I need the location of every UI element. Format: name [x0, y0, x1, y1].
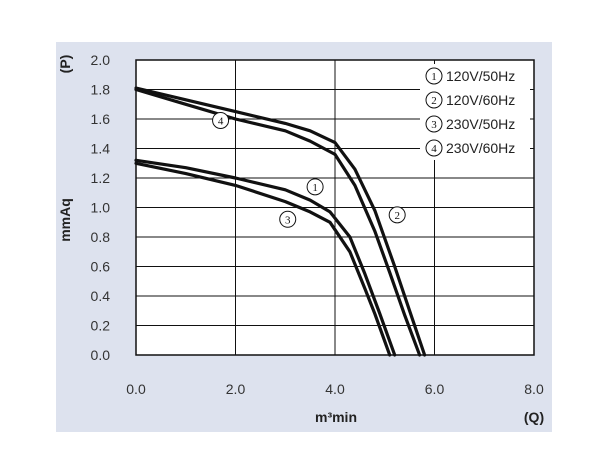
- legend-marker-number-3: 3: [431, 119, 437, 131]
- x-tick-labels: 0.0 2.0 4.0 6.0 8.0: [126, 381, 544, 397]
- y-tick-label: 0.4: [91, 288, 111, 304]
- legend-label-1: 120V/50Hz: [446, 68, 515, 84]
- legend-item-4: 4 230V/60Hz: [425, 139, 515, 157]
- grid-lines: [135, 59, 535, 356]
- y-tick-label: 2.0: [91, 52, 111, 68]
- y-tick-labels: 0.0 0.2 0.4 0.6 0.8 1.0 1.2 1.4 1.6 1.8 2.0: [91, 52, 111, 363]
- legend-marker-circle-4: [425, 139, 443, 157]
- y-tick-label: 0.2: [91, 318, 111, 334]
- curve-2: [134, 86, 427, 357]
- legend-marker-circle-2: [425, 91, 443, 109]
- x-axis-label: m³min: [315, 409, 357, 425]
- curve-label-circle-2: [388, 206, 406, 224]
- curve-label-circle-3: [279, 210, 297, 228]
- legend-marker-circle-3: [425, 115, 443, 133]
- legend-label-4: 230V/60Hz: [446, 140, 515, 156]
- x-tick-label: 2.0: [226, 381, 246, 397]
- legend-label-2: 120V/60Hz: [446, 92, 515, 108]
- y-tick-label: 0.8: [91, 229, 111, 245]
- y-tick-label: 0.6: [91, 259, 111, 275]
- curve-label-4: 4: [212, 111, 230, 129]
- y-axis-label: mmAq: [57, 198, 73, 242]
- y-tick-label: 1.8: [91, 82, 111, 98]
- curve-label-circle-4: [212, 111, 230, 129]
- curve-label-3: 3: [279, 210, 297, 228]
- x-tick-label: 4.0: [325, 381, 345, 397]
- curve-1: [134, 158, 397, 357]
- x-tick-label: 0.0: [126, 381, 146, 397]
- legend-item-3: 3 230V/50Hz: [425, 115, 515, 133]
- y-tick-label: 1.2: [91, 170, 111, 186]
- curve-label-1: 1: [306, 178, 324, 196]
- y-axis-symbol: (P): [57, 55, 73, 74]
- x-tick-label: 8.0: [524, 381, 544, 397]
- curve-labels: 4 1 3 2: [212, 111, 406, 228]
- legend-item-1: 1 120V/50Hz: [425, 67, 515, 85]
- y-tick-label: 0.0: [91, 347, 111, 363]
- curve-label-number-2: 2: [394, 210, 400, 222]
- curve-label-2: 2: [388, 206, 406, 224]
- legend-marker-number-1: 1: [431, 71, 437, 83]
- x-axis-symbol: (Q): [524, 409, 544, 425]
- curve-label-number-4: 4: [218, 115, 224, 127]
- legend-label-3: 230V/50Hz: [446, 116, 515, 132]
- y-tick-label: 1.6: [91, 111, 111, 127]
- legend: 1 120V/50Hz 2 120V/60Hz 3 230V/50Hz 4 230V/60Hz: [425, 67, 515, 157]
- curve-label-number-1: 1: [312, 182, 318, 194]
- curve-3: [134, 161, 392, 357]
- y-tick-label: 1.4: [91, 141, 111, 157]
- curve-label-number-3: 3: [285, 214, 291, 226]
- legend-marker-number-2: 2: [431, 95, 437, 107]
- legend-marker-circle-1: [425, 67, 443, 85]
- y-tick-label: 1.0: [91, 200, 111, 216]
- x-tick-label: 6.0: [425, 381, 445, 397]
- curve-label-circle-1: [306, 178, 324, 196]
- legend-item-2: 2 120V/60Hz: [425, 91, 515, 109]
- legend-marker-number-4: 4: [431, 143, 437, 155]
